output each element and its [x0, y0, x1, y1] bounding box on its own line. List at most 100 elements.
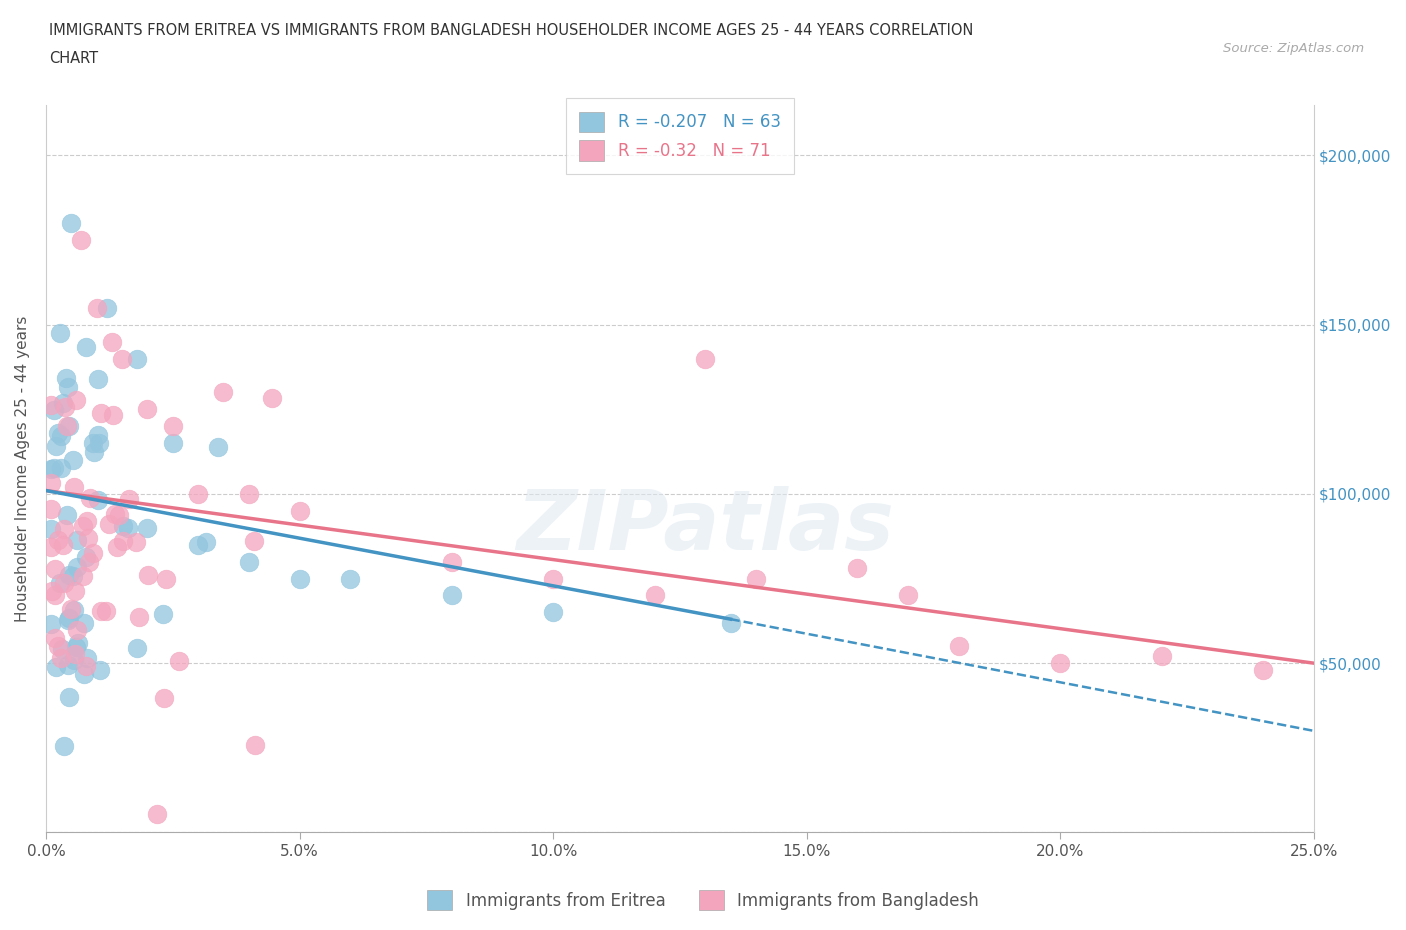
- Text: CHART: CHART: [49, 51, 98, 66]
- Point: [58, 418, 80, 433]
- Point: [58, 567, 80, 582]
- Point: [440, 554, 463, 569]
- Point: [948, 639, 970, 654]
- Point: [541, 571, 564, 586]
- Point: [117, 520, 139, 535]
- Point: [212, 385, 235, 400]
- Point: [51, 428, 73, 443]
- Point: [67, 636, 90, 651]
- Point: [45, 439, 67, 454]
- Point: [440, 588, 463, 603]
- Point: [45, 660, 67, 675]
- Point: [136, 402, 159, 417]
- Point: [243, 534, 266, 549]
- Point: [136, 520, 159, 535]
- Point: [39, 522, 62, 537]
- Point: [745, 571, 768, 586]
- Point: [73, 667, 96, 682]
- Point: [52, 395, 75, 410]
- Point: [152, 691, 174, 706]
- Point: [58, 610, 80, 625]
- Point: [146, 807, 169, 822]
- Point: [1251, 662, 1274, 677]
- Point: [846, 561, 869, 576]
- Point: [49, 651, 72, 666]
- Point: [39, 462, 62, 477]
- Point: [66, 559, 89, 574]
- Point: [39, 398, 62, 413]
- Point: [187, 486, 209, 501]
- Point: [111, 533, 134, 548]
- Point: [65, 640, 87, 655]
- Point: [41, 584, 63, 599]
- Point: [60, 602, 83, 617]
- Point: [39, 617, 62, 631]
- Point: [44, 631, 66, 646]
- Point: [695, 352, 717, 366]
- Point: [62, 603, 84, 618]
- Point: [79, 491, 101, 506]
- Point: [105, 540, 128, 555]
- Point: [288, 503, 311, 518]
- Point: [46, 639, 69, 654]
- Point: [124, 534, 146, 549]
- Point: [75, 339, 97, 354]
- Point: [83, 445, 105, 459]
- Point: [89, 663, 111, 678]
- Point: [125, 640, 148, 655]
- Point: [136, 567, 159, 582]
- Point: [62, 453, 84, 468]
- Legend: R = -0.207   N = 63, R = -0.32   N = 71: R = -0.207 N = 63, R = -0.32 N = 71: [565, 99, 794, 174]
- Point: [75, 550, 97, 565]
- Point: [52, 576, 75, 591]
- Point: [541, 604, 564, 619]
- Point: [111, 518, 134, 533]
- Point: [77, 530, 100, 545]
- Point: [53, 399, 76, 414]
- Point: [72, 569, 94, 584]
- Point: [162, 418, 184, 433]
- Point: [118, 491, 141, 506]
- Point: [87, 436, 110, 451]
- Point: [58, 379, 80, 394]
- Point: [46, 426, 69, 441]
- Point: [46, 533, 69, 548]
- Point: [51, 642, 73, 657]
- Text: Source: ZipAtlas.com: Source: ZipAtlas.com: [1223, 42, 1364, 55]
- Point: [195, 535, 218, 550]
- Point: [90, 405, 112, 420]
- Point: [1049, 656, 1071, 671]
- Point: [77, 555, 100, 570]
- Point: [82, 436, 104, 451]
- Point: [39, 476, 62, 491]
- Point: [644, 588, 666, 603]
- Point: [243, 738, 266, 753]
- Point: [49, 460, 72, 475]
- Point: [101, 334, 124, 349]
- Point: [104, 507, 127, 522]
- Point: [56, 418, 79, 433]
- Point: [207, 440, 229, 455]
- Point: [49, 576, 72, 591]
- Point: [60, 216, 83, 231]
- Point: [55, 371, 77, 386]
- Point: [76, 651, 98, 666]
- Point: [63, 480, 86, 495]
- Point: [82, 545, 104, 560]
- Point: [96, 604, 118, 618]
- Point: [52, 522, 75, 537]
- Point: [44, 587, 66, 602]
- Point: [162, 436, 184, 451]
- Point: [44, 403, 66, 418]
- Point: [90, 604, 112, 618]
- Point: [86, 372, 108, 387]
- Point: [238, 486, 260, 501]
- Point: [63, 652, 86, 667]
- Point: [152, 606, 174, 621]
- Y-axis label: Householder Income Ages 25 - 44 years: Householder Income Ages 25 - 44 years: [15, 315, 30, 622]
- Point: [96, 300, 118, 315]
- Point: [44, 562, 66, 577]
- Point: [260, 391, 283, 405]
- Point: [897, 588, 920, 603]
- Point: [167, 654, 190, 669]
